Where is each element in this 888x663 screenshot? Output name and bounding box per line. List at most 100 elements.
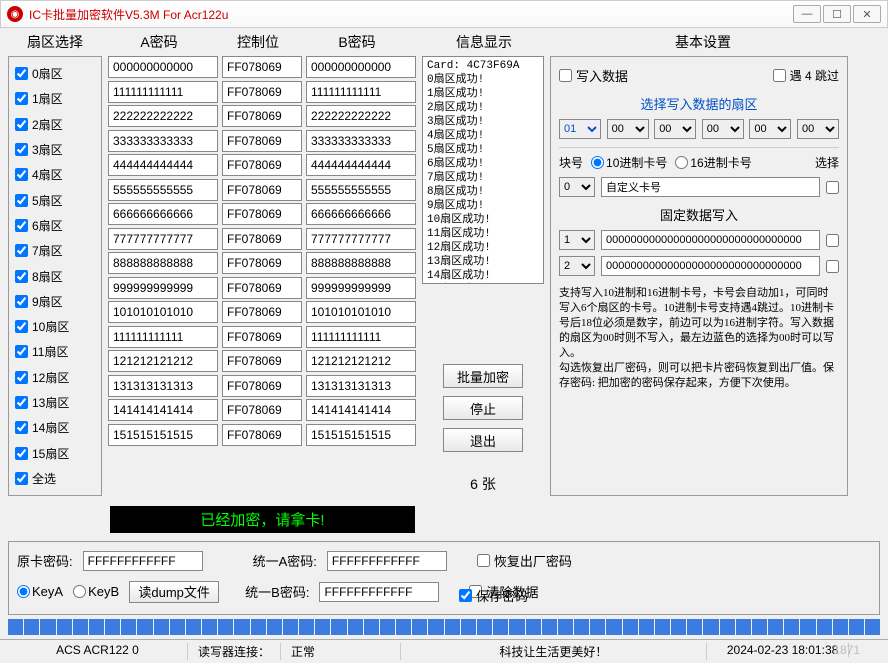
- ctrl-10[interactable]: [222, 301, 302, 323]
- sector-check-14[interactable]: 14扇区: [15, 415, 95, 440]
- key-b-2[interactable]: [306, 105, 416, 127]
- ctrl-4[interactable]: [222, 154, 302, 176]
- stop-button[interactable]: 停止: [443, 396, 523, 420]
- help-text: 支持写入10进制和16进制卡号，卡号会自动加1，可同时写入6个扇区的卡号。10进…: [559, 286, 839, 391]
- restore-check[interactable]: 恢复出厂密码: [477, 548, 572, 573]
- uni-a-input[interactable]: [327, 551, 447, 571]
- sector-check-3[interactable]: 3扇区: [15, 137, 95, 162]
- dec-radio[interactable]: 10进制卡号: [591, 154, 667, 171]
- sector-check-1[interactable]: 1扇区: [15, 86, 95, 111]
- key-a-8[interactable]: [108, 252, 218, 274]
- keya-radio[interactable]: KeyA: [17, 584, 63, 599]
- save-check[interactable]: 保存密码: [459, 583, 528, 608]
- orig-pwd-input[interactable]: [83, 551, 203, 571]
- key-b-12[interactable]: [306, 350, 416, 372]
- key-b-8[interactable]: [306, 252, 416, 274]
- ctrl-2[interactable]: [222, 105, 302, 127]
- key-b-4[interactable]: [306, 154, 416, 176]
- ctrl-12[interactable]: [222, 350, 302, 372]
- ctrl-6[interactable]: [222, 203, 302, 225]
- key-a-6[interactable]: [108, 203, 218, 225]
- key-a-13[interactable]: [108, 375, 218, 397]
- write-sector-sel-1[interactable]: 00: [607, 119, 649, 139]
- key-a-14[interactable]: [108, 399, 218, 421]
- key-a-12[interactable]: [108, 350, 218, 372]
- key-b-9[interactable]: [306, 277, 416, 299]
- write-sector-sel-2[interactable]: 00: [654, 119, 696, 139]
- key-b-15[interactable]: [306, 424, 416, 446]
- fixed-input-0[interactable]: [601, 230, 820, 250]
- ctrl-13[interactable]: [222, 375, 302, 397]
- key-b-7[interactable]: [306, 228, 416, 250]
- fixed-sel-0[interactable]: 1: [559, 230, 595, 250]
- close-button[interactable]: ✕: [853, 5, 881, 23]
- write-sector-sel-3[interactable]: 00: [702, 119, 744, 139]
- ctrl-8[interactable]: [222, 252, 302, 274]
- key-b-13[interactable]: [306, 375, 416, 397]
- sector-check-0[interactable]: 0扇区: [15, 61, 95, 86]
- ctrl-3[interactable]: [222, 130, 302, 152]
- key-a-1[interactable]: [108, 81, 218, 103]
- write-sector-sel-0[interactable]: 01: [559, 119, 601, 139]
- write-sector-sel-4[interactable]: 00: [749, 119, 791, 139]
- sector-check-6[interactable]: 6扇区: [15, 213, 95, 238]
- key-a-10[interactable]: [108, 301, 218, 323]
- fixed-check-0[interactable]: [826, 234, 839, 247]
- key-a-7[interactable]: [108, 228, 218, 250]
- sector-check-13[interactable]: 13扇区: [15, 390, 95, 415]
- ctrl-9[interactable]: [222, 277, 302, 299]
- fixed-check-1[interactable]: [826, 260, 839, 273]
- sector-check-8[interactable]: 8扇区: [15, 263, 95, 288]
- fixed-sel-1[interactable]: 2: [559, 256, 595, 276]
- select-all-check[interactable]: 全选: [15, 466, 95, 491]
- key-b-1[interactable]: [306, 81, 416, 103]
- maximize-button[interactable]: ☐: [823, 5, 851, 23]
- uni-b-input[interactable]: [319, 582, 439, 602]
- sector-check-12[interactable]: 12扇区: [15, 365, 95, 390]
- hex-radio[interactable]: 16进制卡号: [675, 154, 751, 171]
- key-a-15[interactable]: [108, 424, 218, 446]
- block-select[interactable]: 0: [559, 177, 595, 197]
- ctrl-15[interactable]: [222, 424, 302, 446]
- key-b-3[interactable]: [306, 130, 416, 152]
- custom-check[interactable]: [826, 181, 839, 194]
- exit-button[interactable]: 退出: [443, 428, 523, 452]
- fixed-input-1[interactable]: [601, 256, 820, 276]
- ctrl-1[interactable]: [222, 81, 302, 103]
- sector-check-2[interactable]: 2扇区: [15, 112, 95, 137]
- sector-check-4[interactable]: 4扇区: [15, 162, 95, 187]
- sector-check-11[interactable]: 11扇区: [15, 339, 95, 364]
- skip4-check[interactable]: 遇 4 跳过: [773, 63, 839, 88]
- key-a-0[interactable]: [108, 56, 218, 78]
- key-a-5[interactable]: [108, 179, 218, 201]
- key-b-14[interactable]: [306, 399, 416, 421]
- app-icon: ◉: [7, 6, 23, 22]
- write-data-check[interactable]: 写入数据: [559, 63, 628, 88]
- custom-card-input[interactable]: [601, 177, 820, 197]
- minimize-button[interactable]: —: [793, 5, 821, 23]
- key-b-5[interactable]: [306, 179, 416, 201]
- batch-encrypt-button[interactable]: 批量加密: [443, 364, 523, 388]
- key-a-3[interactable]: [108, 130, 218, 152]
- read-dump-button[interactable]: 读dump文件: [129, 581, 219, 603]
- ctrl-7[interactable]: [222, 228, 302, 250]
- ctrl-11[interactable]: [222, 326, 302, 348]
- ctrl-14[interactable]: [222, 399, 302, 421]
- key-b-10[interactable]: [306, 301, 416, 323]
- key-a-2[interactable]: [108, 105, 218, 127]
- key-a-9[interactable]: [108, 277, 218, 299]
- key-b-0[interactable]: [306, 56, 416, 78]
- key-b-6[interactable]: [306, 203, 416, 225]
- key-a-4[interactable]: [108, 154, 218, 176]
- ctrl-5[interactable]: [222, 179, 302, 201]
- key-b-11[interactable]: [306, 326, 416, 348]
- sector-check-5[interactable]: 5扇区: [15, 187, 95, 212]
- sector-check-7[interactable]: 7扇区: [15, 238, 95, 263]
- sector-check-10[interactable]: 10扇区: [15, 314, 95, 339]
- sector-check-15[interactable]: 15扇区: [15, 440, 95, 465]
- write-sector-sel-5[interactable]: 00: [797, 119, 839, 139]
- key-a-11[interactable]: [108, 326, 218, 348]
- sector-check-9[interactable]: 9扇区: [15, 289, 95, 314]
- ctrl-0[interactable]: [222, 56, 302, 78]
- keyb-radio[interactable]: KeyB: [73, 584, 119, 599]
